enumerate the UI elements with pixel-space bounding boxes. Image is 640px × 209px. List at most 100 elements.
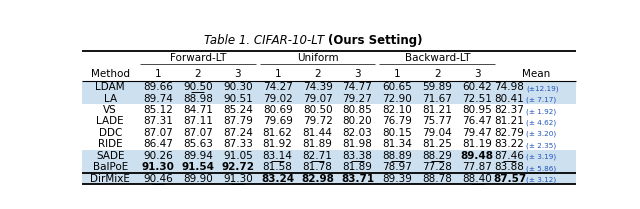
Text: 78.97: 78.97 [383, 162, 412, 172]
Text: 3: 3 [234, 69, 241, 79]
Text: 82.71: 82.71 [303, 151, 333, 161]
Text: 91.30: 91.30 [141, 162, 175, 172]
Bar [83, 82, 575, 93]
Text: 82.10: 82.10 [383, 105, 412, 115]
Text: (± 2.35): (± 2.35) [527, 142, 557, 149]
Text: LA: LA [104, 94, 117, 104]
Text: DirMixE: DirMixE [90, 174, 130, 184]
Text: 79.69: 79.69 [263, 116, 292, 126]
Text: 79.47: 79.47 [462, 128, 492, 138]
Text: 88.89: 88.89 [383, 151, 412, 161]
Text: 72.51: 72.51 [462, 94, 492, 104]
Text: 2: 2 [434, 69, 440, 79]
Text: 74.27: 74.27 [263, 82, 292, 92]
Text: 83.24: 83.24 [261, 174, 294, 184]
Text: 87.07: 87.07 [143, 128, 173, 138]
Text: 89.94: 89.94 [183, 151, 213, 161]
Text: 81.19: 81.19 [462, 139, 492, 149]
Text: 90.30: 90.30 [223, 82, 253, 92]
Text: DDC: DDC [99, 128, 122, 138]
Text: 87.11: 87.11 [183, 116, 213, 126]
Text: 2: 2 [195, 69, 201, 79]
Text: 83.14: 83.14 [263, 151, 292, 161]
Text: 80.50: 80.50 [303, 105, 332, 115]
Text: 91.05: 91.05 [223, 151, 253, 161]
Text: 90.51: 90.51 [223, 94, 253, 104]
Text: 88.40: 88.40 [462, 174, 492, 184]
Text: 81.98: 81.98 [342, 139, 372, 149]
Text: 80.95: 80.95 [462, 105, 492, 115]
Text: Backward-LT: Backward-LT [404, 54, 470, 64]
Text: 74.77: 74.77 [342, 82, 372, 92]
Text: 80.41: 80.41 [495, 94, 524, 104]
Text: 81.25: 81.25 [422, 139, 452, 149]
Text: 76.79: 76.79 [383, 116, 412, 126]
Text: 88.98: 88.98 [183, 94, 213, 104]
Text: 2: 2 [314, 69, 321, 79]
Text: (± 3.20): (± 3.20) [527, 131, 557, 138]
Text: 71.67: 71.67 [422, 94, 452, 104]
Text: Method: Method [91, 69, 130, 79]
Text: 72.90: 72.90 [383, 94, 412, 104]
Text: 87.57: 87.57 [493, 174, 526, 184]
Text: 89.48: 89.48 [461, 151, 493, 161]
Text: (± 4.62): (± 4.62) [527, 120, 557, 126]
Text: 81.92: 81.92 [263, 139, 292, 149]
Text: RIDE: RIDE [98, 139, 123, 149]
Bar [83, 93, 575, 104]
Text: 87.33: 87.33 [223, 139, 253, 149]
Text: (Ours Setting): (Ours Setting) [328, 34, 422, 47]
Text: 87.07: 87.07 [183, 128, 212, 138]
Bar [83, 162, 575, 173]
Bar [83, 173, 575, 184]
Text: 81.21: 81.21 [422, 105, 452, 115]
Text: 60.42: 60.42 [462, 82, 492, 92]
Text: 83.71: 83.71 [341, 174, 374, 184]
Text: (± 7.17): (± 7.17) [527, 97, 557, 103]
Text: 80.15: 80.15 [383, 128, 412, 138]
Text: 88.78: 88.78 [422, 174, 452, 184]
Text: 77.28: 77.28 [422, 162, 452, 172]
Text: 77.87: 77.87 [462, 162, 492, 172]
Text: (± 3.19): (± 3.19) [527, 154, 557, 160]
Text: 81.44: 81.44 [303, 128, 333, 138]
Text: 81.89: 81.89 [303, 139, 333, 149]
Text: (± 5.86): (± 5.86) [527, 165, 557, 172]
Text: SADE: SADE [96, 151, 125, 161]
Text: (± 1.92): (± 1.92) [527, 108, 557, 115]
Text: 74.98: 74.98 [495, 82, 524, 92]
Text: 3: 3 [474, 69, 481, 79]
Text: 87.31: 87.31 [143, 116, 173, 126]
Text: 81.78: 81.78 [303, 162, 333, 172]
Text: 86.47: 86.47 [143, 139, 173, 149]
Text: 92.72: 92.72 [221, 162, 254, 172]
Text: 81.62: 81.62 [263, 128, 292, 138]
Text: 81.34: 81.34 [383, 139, 412, 149]
Text: 87.24: 87.24 [223, 128, 253, 138]
Text: LDAM: LDAM [95, 82, 125, 92]
Text: BalPoE: BalPoE [93, 162, 128, 172]
Text: 91.30: 91.30 [223, 174, 253, 184]
Text: 89.90: 89.90 [183, 174, 212, 184]
Text: 82.79: 82.79 [495, 128, 524, 138]
Text: 91.54: 91.54 [181, 162, 214, 172]
Text: 80.69: 80.69 [263, 105, 292, 115]
Text: (±12.19): (±12.19) [527, 85, 559, 92]
Text: 60.65: 60.65 [383, 82, 412, 92]
Text: 76.47: 76.47 [462, 116, 492, 126]
Text: 88.29: 88.29 [422, 151, 452, 161]
Text: 85.63: 85.63 [183, 139, 213, 149]
Text: 85.24: 85.24 [223, 105, 253, 115]
Text: 82.98: 82.98 [301, 174, 334, 184]
Text: Uniform: Uniform [297, 54, 339, 64]
Text: 89.74: 89.74 [143, 94, 173, 104]
Text: 85.12: 85.12 [143, 105, 173, 115]
Text: (± 3.12): (± 3.12) [527, 177, 557, 183]
Text: 87.79: 87.79 [223, 116, 253, 126]
Bar [83, 150, 575, 162]
Text: Mean: Mean [522, 69, 550, 79]
Text: 1: 1 [275, 69, 281, 79]
Text: 79.27: 79.27 [342, 94, 372, 104]
Text: 80.20: 80.20 [342, 116, 372, 126]
Text: 90.50: 90.50 [183, 82, 212, 92]
